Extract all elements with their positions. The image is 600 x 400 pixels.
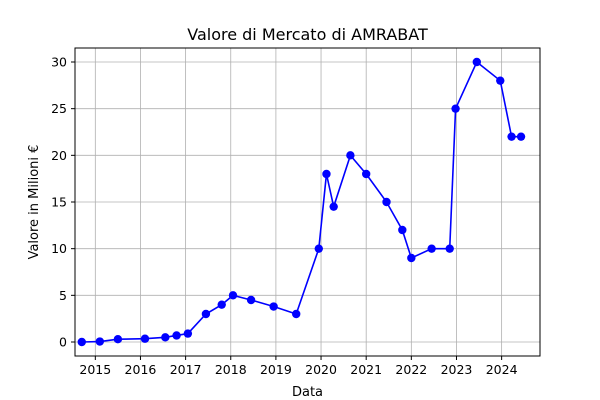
data-point (95, 337, 105, 346)
grid-lines (75, 48, 540, 356)
y-tick-label: 10 (51, 241, 67, 256)
data-point (507, 132, 516, 141)
data-point (183, 329, 193, 338)
data-point (346, 151, 355, 160)
y-tick-label: 5 (59, 288, 67, 303)
x-tick-label: 2017 (170, 362, 202, 377)
x-tick-label: 2021 (350, 362, 382, 377)
y-tick-label: 15 (51, 195, 67, 210)
x-axis-label: Data (292, 385, 323, 400)
x-tick-label: 2020 (305, 362, 337, 377)
x-tick-label: 2024 (486, 362, 518, 377)
data-point (228, 291, 238, 300)
data-point (172, 331, 181, 340)
data-point (451, 104, 460, 113)
data-point (472, 57, 481, 67)
data-point (113, 335, 123, 344)
x-tick-label: 2015 (79, 362, 111, 377)
data-point (516, 132, 526, 141)
data-point (314, 244, 323, 253)
y-tick-label: 30 (51, 55, 67, 70)
data-point (140, 334, 150, 343)
data-point (496, 76, 505, 85)
axis-ticks: 2015 2016 2017 2018 2019 2020 2021 2022 2023 2024… (51, 55, 517, 378)
series-layer (77, 57, 526, 347)
data-point (407, 253, 416, 263)
chart-title: Valore di Mercato di AMRABAT (187, 25, 428, 44)
data-point (329, 202, 338, 211)
series-line (81, 60, 522, 343)
data-point (322, 169, 331, 179)
data-point (382, 197, 391, 207)
x-tick-label: 2018 (215, 362, 247, 377)
data-point (398, 225, 407, 235)
data-point (292, 309, 301, 319)
data-point (361, 169, 371, 179)
y-tick-label: 0 (59, 335, 67, 350)
x-tick-label: 2016 (125, 362, 157, 377)
data-point (269, 302, 278, 311)
y-tick-label: 20 (51, 148, 67, 163)
data-point (246, 295, 256, 305)
data-point (161, 333, 170, 342)
data-point (201, 309, 211, 319)
y-tick-label: 25 (51, 101, 67, 116)
x-tick-label: 2022 (395, 362, 427, 377)
x-tick-label: 2023 (441, 362, 473, 377)
data-point (77, 337, 86, 347)
data-point (427, 244, 436, 253)
data-point (445, 244, 454, 253)
x-tick-label: 2019 (260, 362, 292, 377)
y-axis-label: Valore in Milioni € (27, 145, 42, 260)
data-point (217, 300, 226, 309)
